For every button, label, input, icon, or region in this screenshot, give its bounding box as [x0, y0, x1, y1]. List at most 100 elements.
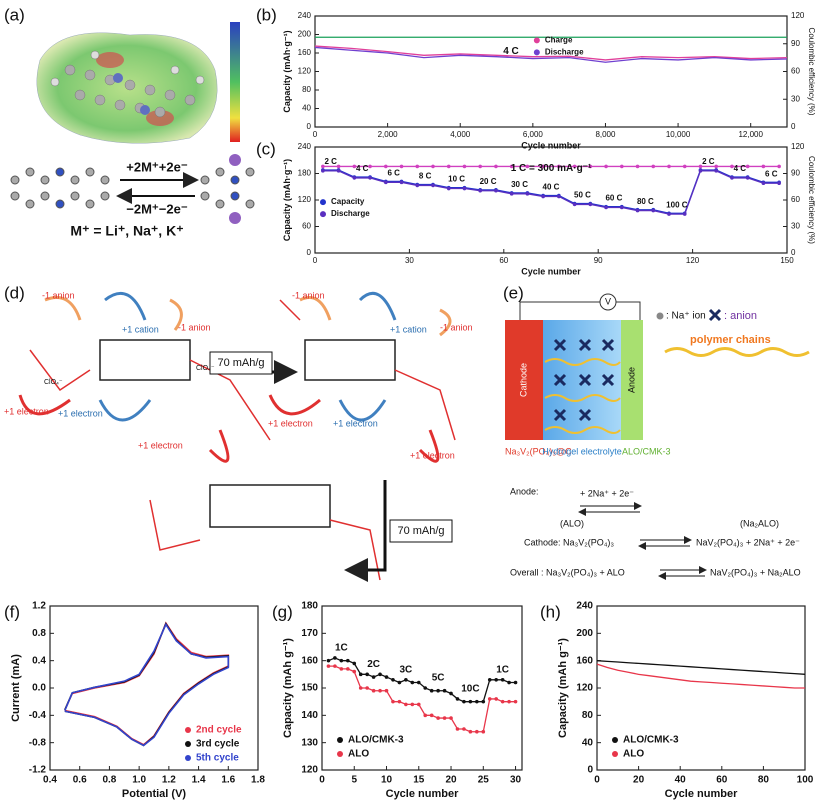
data-point	[541, 164, 545, 169]
data-point	[449, 691, 453, 696]
x-tick-label: 20	[633, 775, 645, 786]
data-point	[604, 205, 608, 210]
panel-label: (f)	[4, 602, 20, 621]
x-tick-label: 60	[716, 775, 728, 786]
x-tick-label: 8,000	[595, 130, 616, 139]
data-point	[365, 686, 369, 690]
panel-label: (g)	[272, 602, 293, 621]
legend-marker	[320, 211, 326, 218]
rate-label: 10 C	[448, 175, 465, 184]
rate-label: 1C	[496, 664, 509, 675]
electron-label: +1 electron	[4, 406, 49, 416]
data-point	[588, 164, 593, 169]
data-point	[384, 164, 388, 169]
legend-label: ALO/CMK-3	[348, 735, 404, 746]
equation: NaV₂(PO₄)₃ + 2Na⁺ + 2e⁻	[696, 537, 800, 547]
y2-axis-label: Coulombic efficiency (%)	[807, 28, 815, 116]
x-tick-label: 10	[381, 775, 393, 786]
data-point	[368, 164, 372, 169]
y-tick-label: 120	[298, 67, 312, 76]
data-point	[745, 164, 750, 169]
data-point	[404, 702, 408, 707]
y-tick-label: 0	[307, 248, 312, 257]
rate-label: 6 C	[387, 169, 400, 178]
arrow	[344, 480, 387, 582]
data-point	[423, 713, 428, 718]
data-point	[730, 164, 734, 169]
data-point	[352, 661, 357, 666]
panel-label: (h)	[540, 602, 561, 621]
x-tick-label: 150	[780, 256, 794, 265]
rate-label: 20 C	[480, 177, 497, 186]
x-tick-label: 0	[313, 256, 318, 265]
y-tick-label: 200	[576, 628, 593, 639]
data-point	[714, 169, 718, 173]
y-tick-label: 240	[298, 11, 312, 20]
rate-label: 2 C	[325, 157, 338, 166]
rate-label: 1C	[335, 643, 348, 654]
y-axis-label: Current (mA)	[10, 654, 22, 722]
data-point	[429, 688, 434, 693]
data-point	[507, 680, 511, 685]
y-tick-label: 1.2	[32, 601, 46, 612]
x-tick-label: 20	[445, 775, 457, 786]
legend-label: ALO	[623, 749, 644, 760]
y2-tick-label: 60	[791, 67, 800, 76]
electron-label: +1 electron	[410, 450, 455, 460]
y-axis-label: Capacity (mAh·g⁻¹)	[282, 159, 292, 241]
data-point	[339, 658, 344, 663]
series-line	[64, 622, 230, 747]
data-point	[478, 188, 483, 193]
x-tick-label: 5	[351, 775, 357, 786]
data-point	[557, 194, 561, 199]
data-point	[404, 678, 408, 682]
y-tick-label: 140	[301, 710, 318, 721]
series-line	[328, 665, 516, 733]
x-tick-label: 80	[758, 775, 770, 786]
y-axis-label: Capacity (mAh g⁻¹)	[282, 638, 294, 738]
data-point	[481, 729, 486, 734]
electron-label: +1 electron	[138, 440, 183, 450]
x-tick-label: 12,000	[738, 130, 763, 139]
data-point	[468, 699, 473, 704]
series-line	[314, 45, 788, 61]
data-point	[604, 164, 608, 169]
voltmeter: V	[605, 296, 611, 306]
x-tick-label: 6,000	[523, 130, 544, 139]
y2-tick-label: 60	[791, 195, 800, 204]
panel-label: (e)	[503, 283, 524, 302]
data-point	[446, 186, 451, 191]
x-tick-label: 0.8	[102, 775, 116, 786]
data-point	[416, 680, 421, 685]
series-line	[322, 169, 780, 214]
equation: Anode:	[510, 486, 539, 496]
x-tick-label: 40	[675, 775, 687, 786]
data-point	[635, 164, 640, 169]
y2-tick-label: 30	[791, 94, 800, 103]
data-point	[698, 164, 703, 169]
data-point	[507, 699, 511, 704]
equation: Overall : Na₃V₂(PO₄)₃ + ALO	[510, 567, 625, 577]
data-point	[384, 688, 389, 693]
data-point	[378, 688, 382, 693]
electron-label: +1 electron	[333, 418, 378, 428]
electrolyte-label: Hydrogel electrolyte	[542, 446, 622, 456]
data-point	[475, 729, 479, 734]
data-point	[346, 667, 350, 671]
data-point	[468, 729, 473, 734]
legend-label: 5th cycle	[196, 753, 239, 764]
panel-a-art	[10, 22, 255, 224]
anion-label: -1 anion	[178, 322, 211, 332]
legend-label: ALO	[348, 749, 369, 760]
data-point	[431, 183, 435, 188]
na-legend: : Na⁺ ion	[666, 311, 706, 322]
data-point	[442, 716, 447, 720]
data-point	[336, 164, 341, 169]
x-tick-label: 1.4	[192, 775, 206, 786]
step-box	[389, 519, 453, 543]
y-tick-label: 180	[298, 169, 312, 178]
legend-label: Capacity	[331, 197, 365, 206]
data-point	[436, 688, 440, 693]
rate-label: 10C	[461, 684, 479, 695]
